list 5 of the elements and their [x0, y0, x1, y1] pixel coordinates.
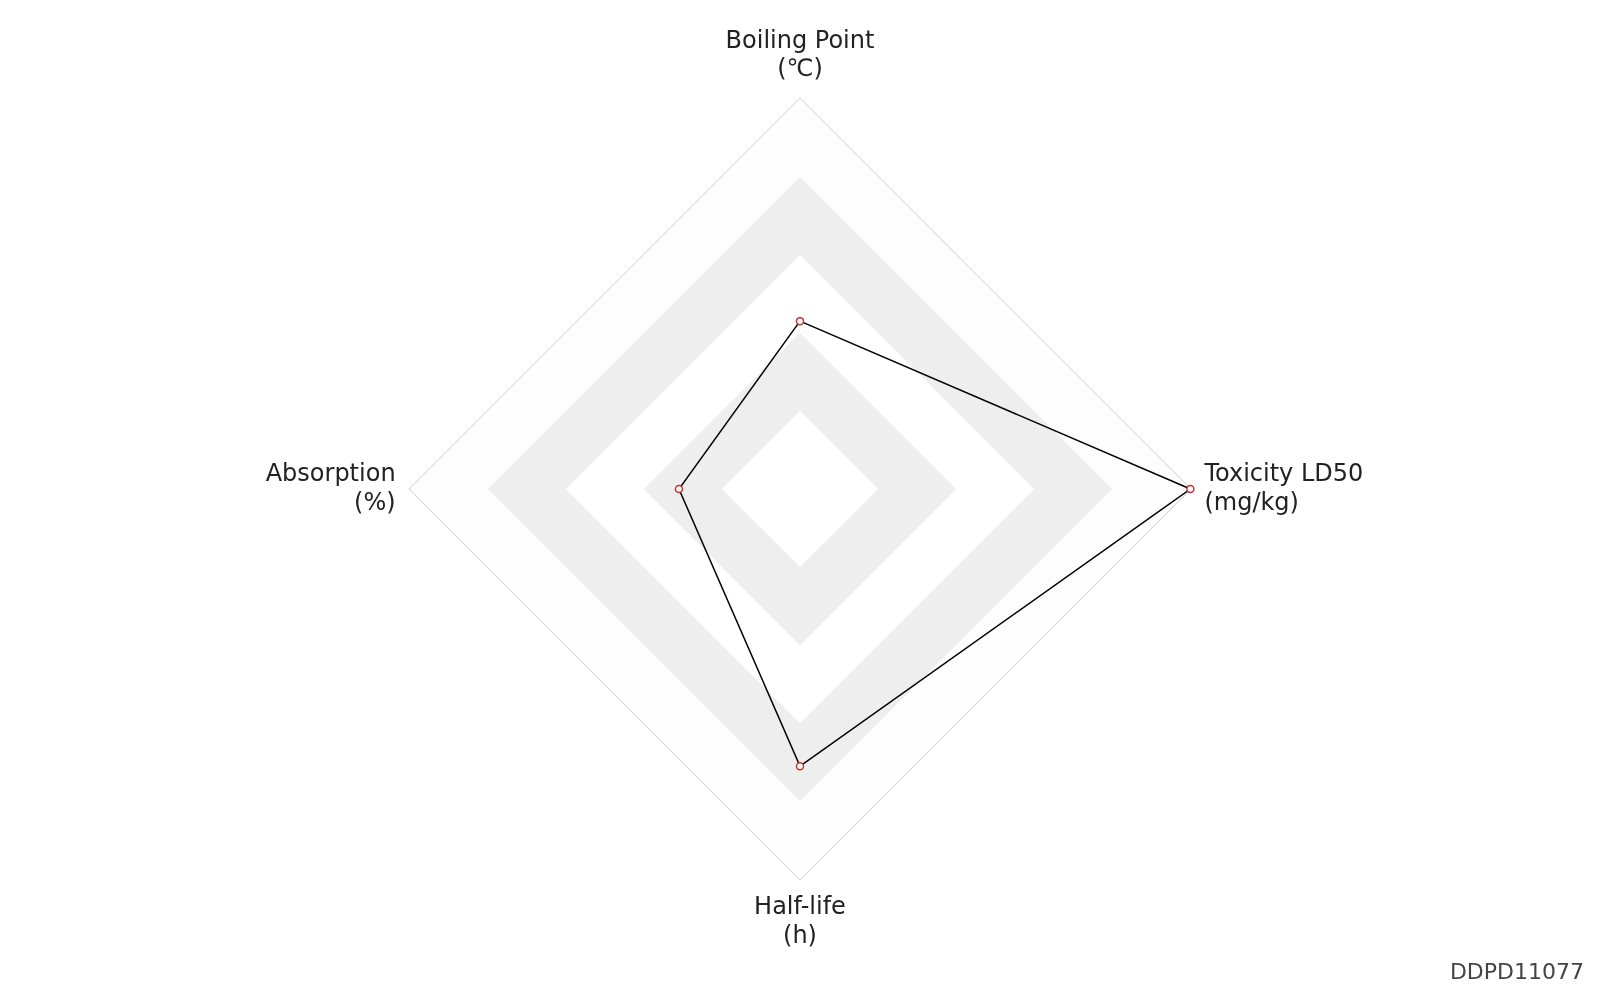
- spoke-label: Absorption (%): [265, 458, 396, 516]
- text: DDPD11077: [1449, 959, 1584, 984]
- spoke-label: Half-life (h): [754, 892, 846, 949]
- spoke-label: Boiling Point (℃): [725, 25, 875, 83]
- spoke-label: Toxicity LD50 (mg/kg): [1203, 458, 1364, 516]
